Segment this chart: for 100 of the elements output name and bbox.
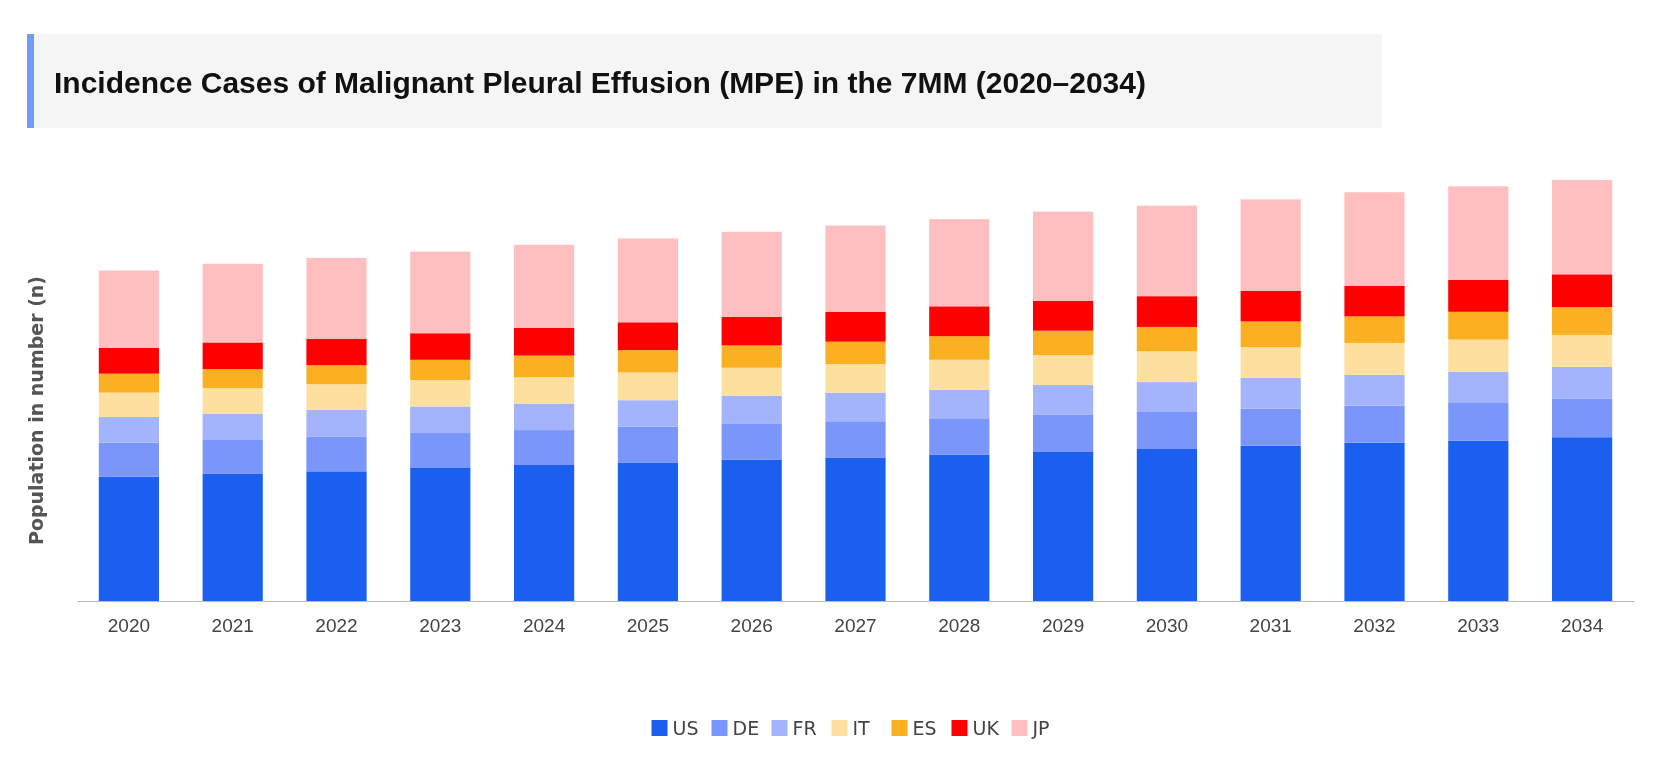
bar [1240,377,1301,409]
x-tick-label: 2031 [1249,615,1292,637]
bar [1240,321,1301,348]
x-tick-label: 2033 [1457,615,1500,637]
bar [1552,274,1613,308]
bar [1136,326,1197,352]
bar [1344,316,1405,343]
bar [514,355,575,378]
bar [306,338,367,366]
x-tick-label: 2022 [315,615,358,637]
bar [410,359,471,380]
bar [1552,334,1613,367]
bar [202,387,263,414]
bar [721,345,782,368]
bar [202,413,263,440]
bar [1136,411,1197,450]
bar [514,244,575,328]
bar [1448,402,1509,441]
legend-label: DE [732,717,760,739]
bar [1136,296,1197,327]
bar [929,418,990,455]
chart-title: Incidence Cases of Malignant Pleural Effusion (MPE) in the 7MM (2020–2034) [54,66,1146,99]
bar [1033,414,1094,452]
bar [825,341,886,364]
legend-label: UK [972,717,1000,739]
bar [825,225,886,312]
bar [1344,285,1405,317]
bar [1240,445,1301,601]
bar [721,423,782,460]
bar [306,257,367,339]
bar [202,263,263,343]
x-tick-label: 2030 [1145,615,1189,637]
bar [1240,347,1301,378]
x-tick-label: 2027 [834,615,877,637]
bar [1240,290,1301,322]
bar [617,426,678,463]
legend-label: IT [852,717,871,739]
bar [1344,442,1405,601]
bar [721,231,782,317]
bar [1552,180,1613,275]
bar [514,377,575,404]
bar [1240,199,1301,291]
bar [1033,451,1094,601]
bar [825,421,886,458]
bar [1136,351,1197,383]
bar [202,439,263,474]
bar [617,372,678,401]
bar [1344,342,1405,375]
x-tick-label: 2029 [1041,615,1085,637]
x-tick-label: 2021 [211,615,254,637]
bar [98,347,159,374]
x-tick-label: 2026 [730,615,773,637]
bar [721,367,782,396]
bar [410,406,471,434]
bar [1344,405,1405,443]
bar [929,359,990,390]
bar [825,363,886,393]
bar [306,471,367,601]
bar [1552,307,1613,335]
bar [306,436,367,472]
bar [1552,398,1613,438]
bar [202,342,263,370]
bar [1344,192,1405,286]
bar [825,392,886,422]
bar [825,311,886,342]
bar [410,467,471,601]
bar [514,430,575,466]
bar [98,476,159,601]
bar [1448,339,1509,372]
bar [1033,385,1094,415]
bar [721,459,782,601]
bar [825,457,886,601]
bar [1033,355,1094,386]
bar [617,462,678,601]
bar [1448,311,1509,340]
bar [1240,408,1301,446]
bar [1033,330,1094,356]
bar [98,373,159,393]
bar [929,336,990,360]
bar [1136,205,1197,297]
bar [1552,366,1613,399]
x-tick-label: 2028 [938,615,981,637]
bar [721,395,782,424]
bar [1552,437,1613,601]
legend-label: JP [1031,717,1050,739]
x-tick-label: 2020 [107,615,151,637]
bar [1448,279,1509,312]
bar [1033,211,1094,301]
bar [617,238,678,323]
bar [1136,449,1197,601]
bar [514,465,575,601]
bar [98,392,159,418]
bar [306,365,367,385]
bar [929,306,990,337]
legend-label: US [672,717,699,739]
bar [306,409,367,437]
y-axis-title: Population in number (n) [25,275,47,546]
legend-label: ES [912,717,937,739]
bar [98,417,159,443]
bar [929,219,990,307]
